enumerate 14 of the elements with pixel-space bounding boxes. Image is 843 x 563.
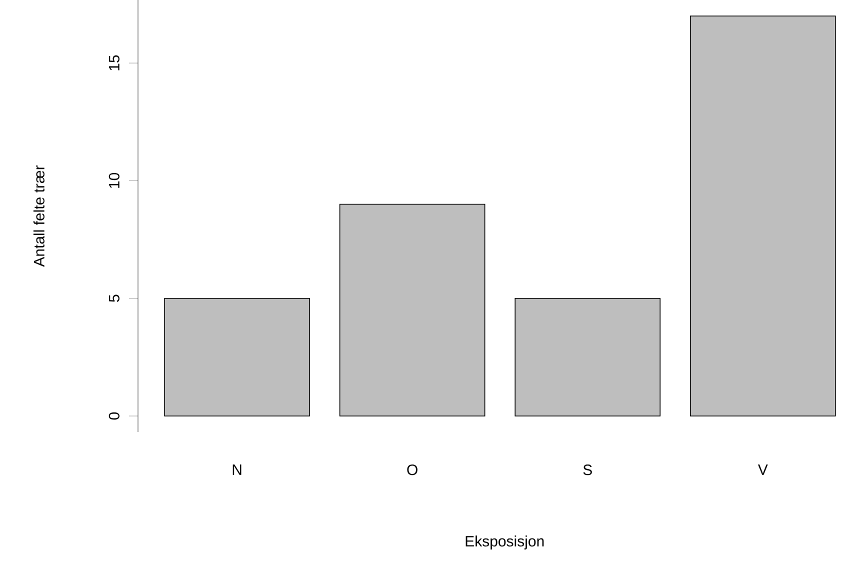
y-tick-label: 10 xyxy=(108,172,120,188)
y-tick-label: 0 xyxy=(108,412,120,420)
bar xyxy=(164,298,310,416)
x-tick-label: V xyxy=(758,464,768,475)
x-tick-label: N xyxy=(232,464,242,475)
bar xyxy=(690,16,836,416)
bar xyxy=(339,204,486,416)
x-tick-label: S xyxy=(583,464,592,476)
y-axis-title: Antall felte trær xyxy=(33,165,44,267)
x-axis-title: Eksposisjon xyxy=(466,536,544,550)
bar xyxy=(514,298,661,416)
y-tick-label: 15 xyxy=(109,55,120,70)
x-tick-label: O xyxy=(407,464,418,476)
y-tick-label: 5 xyxy=(109,294,120,302)
